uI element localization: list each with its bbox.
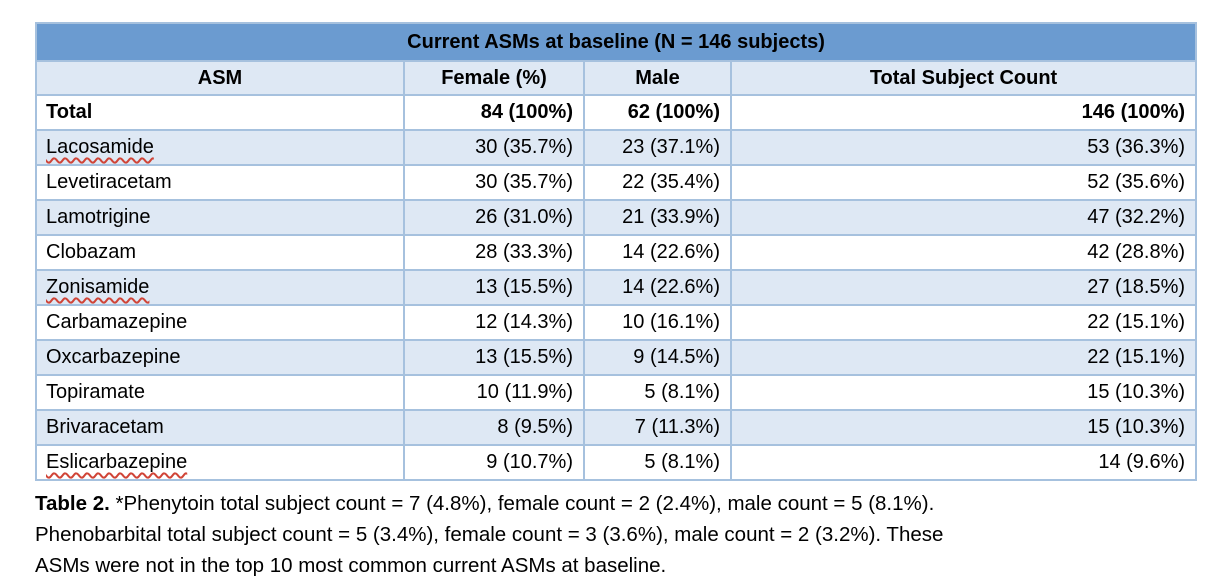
caption-line-1: *Phenytoin total subject count = 7 (4.8%… (109, 492, 935, 515)
caption-line-2: Phenobarbital total subject count = 5 (3… (35, 523, 944, 546)
asm-name-cell: Eslicarbazepine (35, 444, 405, 481)
total-row-female-count: 84 (100%) (403, 94, 585, 131)
asm-name: Zonisamide (46, 276, 150, 298)
male-count-cell: 5 (8.1%) (583, 374, 732, 411)
male-count-cell: 10 (16.1%) (583, 304, 732, 341)
asm-name-cell: Brivaracetam (35, 409, 405, 446)
male-count-cell: 14 (22.6%) (583, 269, 732, 306)
female-count-cell: 8 (9.5%) (403, 409, 585, 446)
total-count-cell: 52 (35.6%) (729, 164, 1198, 201)
total-row-total-count: 146 (100%) (729, 94, 1198, 131)
asm-name: Brivaracetam (46, 416, 164, 438)
female-count-cell: 12 (14.3%) (403, 304, 585, 341)
table-row: Topiramate 10 (11.9%) 5 (8.1%) 15 (10.3%… (35, 374, 1198, 411)
table-title: Current ASMs at baseline (N = 146 subjec… (34, 22, 1198, 62)
total-count-cell: 22 (15.1%) (729, 339, 1198, 376)
asm-name-cell: Lamotrigine (35, 199, 405, 236)
female-count-cell: 13 (15.5%) (403, 339, 585, 376)
female-count-cell: 30 (35.7%) (403, 164, 585, 201)
female-count-cell: 10 (11.9%) (403, 374, 585, 411)
asm-name-cell: Lacosamide (35, 129, 405, 166)
table-row: Oxcarbazepine 13 (15.5%) 9 (14.5%) 22 (1… (35, 339, 1198, 376)
column-header-female: Female (%) (403, 60, 585, 96)
table-row: Lamotrigine 26 (31.0%) 21 (33.9%) 47 (32… (35, 199, 1198, 236)
total-count-cell: 27 (18.5%) (729, 269, 1198, 306)
total-count-cell: 53 (36.3%) (729, 129, 1198, 166)
male-count-cell: 14 (22.6%) (583, 234, 732, 271)
table-caption: Table 2. *Phenytoin total subject count … (35, 488, 1195, 581)
female-count-cell: 30 (35.7%) (403, 129, 585, 166)
asm-name: Carbamazepine (46, 311, 188, 333)
asm-baseline-table: Current ASMs at baseline (N = 146 subjec… (34, 22, 1198, 481)
caption-label: Table 2. (35, 492, 110, 515)
male-count-cell: 5 (8.1%) (583, 444, 732, 481)
male-count-cell: 9 (14.5%) (583, 339, 732, 376)
female-count-cell: 26 (31.0%) (403, 199, 585, 236)
table-row: Carbamazepine 12 (14.3%) 10 (16.1%) 22 (… (35, 304, 1198, 341)
table-row: Zonisamide 13 (15.5%) 14 (22.6%) 27 (18.… (35, 269, 1198, 306)
total-count-cell: 15 (10.3%) (729, 409, 1198, 446)
column-header-total: Total Subject Count (729, 60, 1198, 96)
asm-name: Levetiracetam (46, 171, 172, 193)
asm-name: Lacosamide (46, 136, 154, 158)
table-title-row: Current ASMs at baseline (N = 146 subjec… (34, 22, 1198, 62)
male-count-cell: 21 (33.9%) (583, 199, 732, 236)
female-count-cell: 13 (15.5%) (403, 269, 585, 306)
asm-name-cell: Levetiracetam (35, 164, 405, 201)
table-row: Clobazam 28 (33.3%) 14 (22.6%) 42 (28.8%… (35, 234, 1198, 271)
male-count-cell: 22 (35.4%) (583, 164, 732, 201)
column-header-row: ASM Female (%) Male Total Subject Count (35, 60, 1198, 96)
female-count-cell: 28 (33.3%) (403, 234, 585, 271)
asm-name: Lamotrigine (46, 206, 151, 228)
caption-line-3: ASMs were not in the top 10 most common … (35, 554, 667, 577)
total-row: Total 84 (100%) 62 (100%) 146 (100%) (35, 94, 1198, 131)
table-row: Brivaracetam 8 (9.5%) 7 (11.3%) 15 (10.3… (35, 409, 1198, 446)
asm-name-cell: Topiramate (35, 374, 405, 411)
male-count-cell: 7 (11.3%) (583, 409, 732, 446)
asm-name-cell: Zonisamide (35, 269, 405, 306)
asm-name: Eslicarbazepine (46, 451, 188, 473)
male-count-cell: 23 (37.1%) (583, 129, 732, 166)
total-count-cell: 47 (32.2%) (729, 199, 1198, 236)
asm-name-cell: Carbamazepine (35, 304, 405, 341)
total-count-cell: 15 (10.3%) (729, 374, 1198, 411)
total-count-cell: 22 (15.1%) (729, 304, 1198, 341)
total-row-label: Total (35, 94, 405, 131)
table-row: Lacosamide 30 (35.7%) 23 (37.1%) 53 (36.… (35, 129, 1198, 166)
total-count-cell: 14 (9.6%) (729, 444, 1198, 481)
asm-name-cell: Oxcarbazepine (35, 339, 405, 376)
female-count-cell: 9 (10.7%) (403, 444, 585, 481)
column-header-male: Male (583, 60, 732, 96)
table-row: Eslicarbazepine 9 (10.7%) 5 (8.1%) 14 (9… (35, 444, 1198, 481)
asm-name: Oxcarbazepine (46, 346, 181, 368)
total-count-cell: 42 (28.8%) (729, 234, 1198, 271)
column-header-asm: ASM (35, 60, 405, 96)
asm-name: Topiramate (46, 381, 145, 403)
asm-name: Clobazam (46, 241, 137, 263)
asm-name-cell: Clobazam (35, 234, 405, 271)
total-row-male-count: 62 (100%) (583, 94, 732, 131)
table-row: Levetiracetam 30 (35.7%) 22 (35.4%) 52 (… (35, 164, 1198, 201)
